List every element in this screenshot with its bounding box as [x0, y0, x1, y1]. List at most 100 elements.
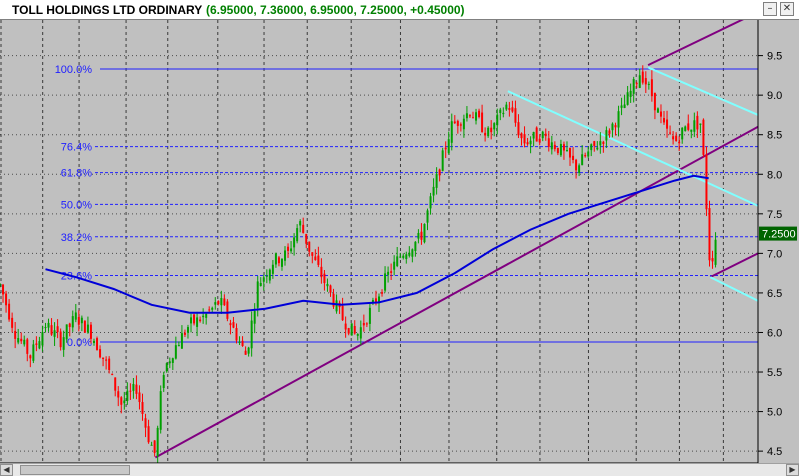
candle-body — [614, 125, 617, 128]
candle-body — [656, 108, 659, 113]
candle-body — [620, 105, 623, 108]
candle-body — [647, 83, 650, 85]
candle-body — [471, 117, 474, 119]
trend-lines[interactable] — [154, 20, 759, 459]
candle-body — [438, 169, 441, 176]
candle-body — [247, 347, 250, 354]
candle-body — [517, 122, 520, 136]
candle-body — [384, 273, 387, 291]
trend-line-down-channel-mid — [507, 90, 759, 207]
candle-body — [159, 391, 162, 430]
candle-body — [623, 104, 626, 108]
candle-body — [475, 112, 478, 121]
candle-body — [663, 118, 666, 123]
candle-body — [435, 174, 438, 188]
trend-line-down-channel-lower — [709, 276, 759, 302]
candle-body — [341, 305, 344, 321]
candle-body — [581, 154, 584, 166]
candle-body — [244, 350, 247, 355]
candle-body — [20, 338, 23, 342]
candle-body — [559, 143, 562, 156]
candle-body — [268, 269, 271, 281]
candle-body — [535, 127, 538, 142]
candle-body — [596, 147, 599, 150]
candle-body — [478, 110, 481, 118]
candle-body — [332, 293, 335, 307]
candle-body — [129, 390, 132, 392]
candle-body — [611, 123, 614, 131]
candle-body — [544, 133, 547, 137]
candle-body — [344, 323, 347, 330]
candle-body — [350, 323, 353, 336]
candle-body — [411, 249, 414, 257]
candle-body — [314, 256, 317, 260]
price-chart[interactable]: 100.0%76.4%61.8%50.0%38.2%23.6%0.0% 4.55… — [0, 20, 799, 476]
candle-body — [493, 123, 496, 130]
candle-body — [714, 239, 717, 265]
candle-body — [399, 256, 402, 258]
arrow-left-icon[interactable]: ◀ — [0, 464, 13, 476]
trend-line-up-channel-upper — [647, 20, 744, 66]
candle-body — [162, 375, 165, 389]
fibonacci-retracement[interactable]: 100.0%76.4%61.8%50.0%38.2%23.6%0.0% — [55, 64, 758, 349]
title-bar: TOLL HOLDINGS LTD ORDINARY (6.95000, 7.3… — [0, 0, 799, 20]
candle-body — [335, 300, 338, 312]
candle-body — [29, 355, 32, 359]
ohlc-readout: (6.95000, 7.36000, 6.95000, 7.25000, +0.… — [206, 3, 465, 17]
candle-body — [465, 113, 468, 119]
price-axis[interactable]: 4.5 5.0 5.5 6.0 6.5 7.0 7.5 8.0 8.5 9.0 9.5 — [757, 20, 799, 463]
candle-body — [447, 139, 450, 154]
candle-body — [256, 281, 259, 308]
scroll-thumb[interactable] — [20, 465, 130, 475]
price-tick-label: 4.5 — [767, 446, 782, 458]
candle-body — [274, 253, 277, 265]
candle-body — [538, 138, 541, 143]
candle-body — [280, 258, 283, 267]
candle-body — [217, 301, 220, 305]
candle-body — [250, 320, 253, 349]
candle-body — [468, 115, 471, 117]
candle-body — [141, 402, 144, 414]
candle-body — [2, 284, 5, 295]
candle-body — [0, 284, 1, 286]
candle-body — [705, 154, 708, 210]
candle-body — [402, 255, 405, 258]
candle-body — [44, 327, 47, 329]
candle-body — [47, 322, 50, 328]
candle-body — [432, 186, 435, 196]
candle-body — [77, 316, 80, 325]
candle-body — [114, 377, 117, 391]
candle-body — [587, 151, 590, 157]
candle-body — [271, 264, 274, 274]
candle-body — [608, 130, 611, 134]
candle-body — [562, 144, 565, 151]
vertical-grid — [0, 20, 724, 463]
candle-body — [632, 79, 635, 94]
candle-body — [484, 132, 487, 136]
candle-body — [550, 142, 553, 150]
candle-body — [138, 392, 141, 403]
close-icon[interactable]: ✕ — [780, 2, 794, 16]
candle-body — [74, 312, 77, 320]
horizontal-scrollbar[interactable]: ◀ ▶ — [0, 463, 799, 476]
candle-body — [174, 345, 177, 359]
candle-body — [644, 78, 647, 85]
candle-body — [232, 322, 235, 328]
candle-body — [259, 282, 262, 286]
candle-body — [311, 252, 314, 256]
candle-body — [320, 266, 323, 278]
candle-body — [696, 115, 699, 130]
candle-body — [602, 141, 605, 145]
plot-area[interactable] — [0, 20, 758, 463]
last-price-tag: 7.2500 — [759, 226, 797, 241]
candle-body — [374, 298, 377, 303]
candle-body — [666, 119, 669, 129]
candle-body — [417, 232, 420, 239]
arrow-right-icon[interactable]: ▶ — [786, 464, 799, 476]
candle-body — [105, 359, 108, 361]
minimize-icon[interactable]: – — [763, 2, 777, 16]
candle-body — [520, 133, 523, 139]
candle-body — [135, 384, 138, 394]
candle-body — [650, 79, 653, 97]
